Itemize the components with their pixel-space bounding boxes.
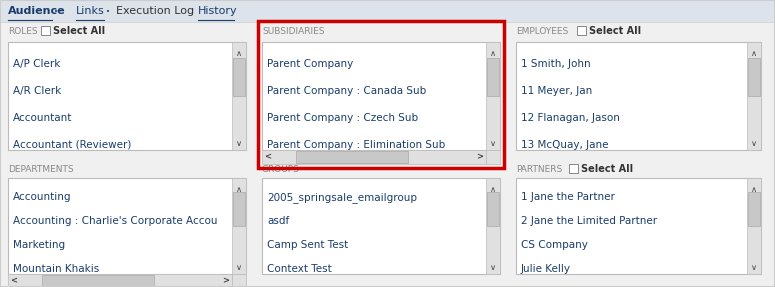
Text: >: > xyxy=(222,276,229,286)
Bar xyxy=(262,42,500,150)
Text: SUBSIDIARIES: SUBSIDIARIES xyxy=(262,27,325,36)
Bar xyxy=(747,42,761,150)
Bar xyxy=(747,178,761,274)
Text: A/P Clerk: A/P Clerk xyxy=(13,59,60,69)
Text: Marketing: Marketing xyxy=(13,240,65,250)
Bar xyxy=(516,42,761,150)
Bar xyxy=(516,178,761,274)
Text: ∨: ∨ xyxy=(751,263,757,272)
Text: ∨: ∨ xyxy=(236,139,242,148)
Text: ∨: ∨ xyxy=(490,139,496,148)
Text: EMPLOYEES: EMPLOYEES xyxy=(516,27,568,36)
Text: •: • xyxy=(106,9,110,15)
Text: asdf: asdf xyxy=(267,216,289,226)
Text: ∧: ∧ xyxy=(751,49,757,58)
Bar xyxy=(748,58,760,96)
Text: GROUPS: GROUPS xyxy=(262,165,300,174)
Bar xyxy=(232,274,246,287)
Text: ∧: ∧ xyxy=(490,185,496,194)
Text: 1 Jane the Partner: 1 Jane the Partner xyxy=(521,192,615,202)
Text: Select All: Select All xyxy=(581,164,633,174)
Bar xyxy=(8,42,246,150)
Text: ∨: ∨ xyxy=(751,139,757,148)
Text: ∧: ∧ xyxy=(236,185,242,194)
Text: Audience: Audience xyxy=(8,6,66,16)
Bar xyxy=(262,150,486,164)
Text: 13 McQuay, Jane: 13 McQuay, Jane xyxy=(521,139,608,150)
Text: Accounting: Accounting xyxy=(13,192,71,202)
Text: <: < xyxy=(264,152,271,162)
Text: A/R Clerk: A/R Clerk xyxy=(13,86,61,96)
Bar xyxy=(577,26,586,35)
Bar xyxy=(486,150,500,164)
Bar xyxy=(41,26,50,35)
Text: Links: Links xyxy=(76,6,105,16)
Bar xyxy=(487,192,499,226)
Bar xyxy=(8,178,246,274)
Text: Accountant: Accountant xyxy=(13,113,72,123)
Text: Select All: Select All xyxy=(589,26,641,36)
Text: Context Test: Context Test xyxy=(267,264,332,274)
Text: Accounting : Charlie's Corporate Accou: Accounting : Charlie's Corporate Accou xyxy=(13,216,218,226)
Text: •: • xyxy=(54,9,58,15)
Text: Accountant (Reviewer): Accountant (Reviewer) xyxy=(13,139,132,150)
Bar xyxy=(233,192,245,226)
Text: ∨: ∨ xyxy=(236,263,242,272)
Bar xyxy=(295,151,408,163)
Text: Parent Company : Elimination Sub: Parent Company : Elimination Sub xyxy=(267,139,446,150)
Text: DEPARTMENTS: DEPARTMENTS xyxy=(8,165,74,174)
Text: ∧: ∧ xyxy=(236,49,242,58)
Bar xyxy=(0,0,775,22)
Bar xyxy=(8,274,232,287)
Text: Mountain Khakis: Mountain Khakis xyxy=(13,264,99,274)
Text: History: History xyxy=(198,6,238,16)
Text: ∧: ∧ xyxy=(751,185,757,194)
Text: Parent Company: Parent Company xyxy=(267,59,353,69)
Bar xyxy=(487,58,499,96)
Text: <: < xyxy=(11,276,18,286)
Text: >: > xyxy=(477,152,484,162)
Text: Parent Company : Canada Sub: Parent Company : Canada Sub xyxy=(267,86,426,96)
Text: 2005_springsale_emailgroup: 2005_springsale_emailgroup xyxy=(267,192,417,203)
Text: Execution Log: Execution Log xyxy=(116,6,194,16)
Text: PARTNERS: PARTNERS xyxy=(516,165,562,174)
Bar xyxy=(233,58,245,96)
Bar xyxy=(232,42,246,150)
Text: Select All: Select All xyxy=(53,26,105,36)
Text: Julie Kelly: Julie Kelly xyxy=(521,264,571,274)
Bar xyxy=(486,178,500,274)
Bar xyxy=(486,42,500,150)
Text: Parent Company : Czech Sub: Parent Company : Czech Sub xyxy=(267,113,419,123)
Text: Camp Sent Test: Camp Sent Test xyxy=(267,240,348,250)
Text: 12 Flanagan, Jason: 12 Flanagan, Jason xyxy=(521,113,620,123)
Text: 2 Jane the Limited Partner: 2 Jane the Limited Partner xyxy=(521,216,657,226)
Bar xyxy=(569,164,578,173)
Bar xyxy=(232,178,246,274)
Text: ∧: ∧ xyxy=(490,49,496,58)
Text: ROLES: ROLES xyxy=(8,27,38,36)
Text: ∨: ∨ xyxy=(490,263,496,272)
Bar xyxy=(262,178,500,274)
Text: CS Company: CS Company xyxy=(521,240,588,250)
Bar xyxy=(42,275,153,287)
Text: 1 Smith, John: 1 Smith, John xyxy=(521,59,591,69)
Bar xyxy=(748,192,760,226)
Text: 11 Meyer, Jan: 11 Meyer, Jan xyxy=(521,86,592,96)
Bar xyxy=(258,21,504,168)
